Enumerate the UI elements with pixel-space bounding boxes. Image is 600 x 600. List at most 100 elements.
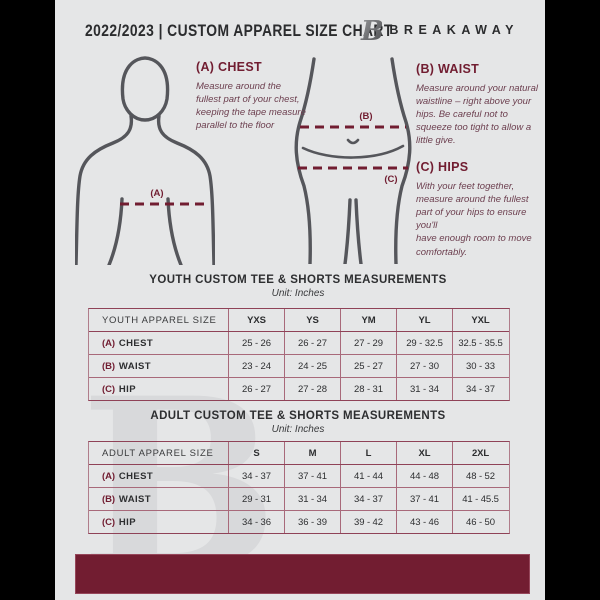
waist-instruction-title: (B) WAIST: [416, 62, 480, 76]
head-outline: [120, 56, 170, 122]
adult-chest-label: (A) CHEST: [89, 465, 228, 487]
adult-table-header-row: ADULT APPAREL SIZE S M L XL 2XL: [89, 442, 509, 465]
table-cell: 28 - 31: [340, 378, 396, 400]
table-cell: 26 - 27: [228, 378, 284, 400]
table-cell: 32.5 - 35.5: [452, 332, 508, 354]
table-cell: 37 - 41: [284, 465, 340, 487]
row-prefix: (B): [102, 360, 115, 372]
table-cell: 39 - 42: [340, 511, 396, 533]
row-label: CHEST: [118, 470, 154, 482]
table-cell: 26 - 27: [284, 332, 340, 354]
adult-header-m: M: [284, 442, 340, 464]
row-prefix: (C): [102, 516, 115, 528]
left-body-outline: [294, 57, 316, 264]
footer-bar: [75, 554, 530, 594]
youth-table-title: YOUTH CUSTOM TEE & SHORTS MEASUREMENTS: [149, 274, 447, 286]
adult-table-unit: Unit: Inches: [271, 424, 325, 435]
table-cell: 34 - 36: [228, 511, 284, 533]
table-cell: 29 - 31: [228, 488, 284, 510]
table-cell: 31 - 34: [396, 378, 452, 400]
youth-table-unit: Unit: Inches: [271, 288, 325, 299]
youth-header-yl: YL: [396, 309, 452, 331]
adult-header-label: ADULT APPAREL SIZE: [102, 447, 214, 459]
brand-logo: B BREAKAWAY: [352, 13, 519, 47]
adult-table-title: ADULT CUSTOM TEE & SHORTS MEASUREMENTS: [150, 410, 446, 422]
adult-header-s: S: [228, 442, 284, 464]
table-cell: 29 - 32.5: [396, 332, 452, 354]
chest-instruction-text: Measure around the fullest part of your …: [196, 81, 306, 132]
table-cell: 30 - 33: [452, 355, 508, 377]
table-cell: 27 - 29: [340, 332, 396, 354]
row-label: CHEST: [118, 337, 154, 349]
waist-marker-label: (B): [359, 111, 372, 122]
youth-waist-row: (B) WAIST 23 - 24 24 - 25 25 - 27 27 - 30…: [89, 355, 509, 378]
chest-marker-label: (A): [150, 188, 163, 199]
youth-hip-label: (C) HIP: [89, 378, 228, 400]
row-prefix: (B): [102, 493, 115, 505]
table-cell: 24 - 25: [284, 355, 340, 377]
adult-header-l: L: [340, 442, 396, 464]
adult-hip-label: (C) HIP: [89, 511, 228, 533]
table-cell: 34 - 37: [228, 465, 284, 487]
table-cell: 31 - 34: [284, 488, 340, 510]
left-torso-line: [107, 197, 124, 265]
youth-size-table: YOUTH APPAREL SIZE YXS YS YM YL YXL (A) C…: [88, 308, 510, 401]
adult-header-2xl: 2XL: [452, 442, 508, 464]
adult-hip-row: (C) HIP 34 - 36 36 - 39 39 - 42 43 - 46 4…: [89, 511, 509, 533]
chest-instruction: (A) CHEST Measure around the fullest par…: [196, 60, 306, 132]
left-arm-outline: [75, 114, 134, 265]
row-prefix: (C): [102, 383, 115, 395]
youth-header-yxl: YXL: [452, 309, 508, 331]
table-cell: 34 - 37: [340, 488, 396, 510]
right-body-outline: [390, 57, 412, 264]
row-label: HIP: [118, 516, 136, 528]
youth-table-header-row: YOUTH APPAREL SIZE YXS YS YM YL YXL: [89, 309, 509, 332]
adult-waist-row: (B) WAIST 29 - 31 31 - 34 34 - 37 37 - 41…: [89, 488, 509, 511]
youth-chest-row: (A) CHEST 25 - 26 26 - 27 27 - 29 29 - 32…: [89, 332, 509, 355]
chest-instruction-title: (A) CHEST: [196, 60, 262, 74]
table-cell: 34 - 37: [452, 378, 508, 400]
adult-waist-label: (B) WAIST: [89, 488, 228, 510]
youth-header-label: YOUTH APPAREL SIZE: [102, 314, 217, 326]
youth-chest-label: (A) CHEST: [89, 332, 228, 354]
right-inner-leg: [354, 198, 363, 264]
row-label: WAIST: [118, 493, 151, 505]
logo-letter: B: [360, 16, 382, 47]
right-torso-line: [166, 197, 183, 265]
waist-instruction-text: Measure around your natural waistline – …: [416, 83, 538, 147]
youth-header-yxs: YXS: [228, 309, 284, 331]
table-cell: 41 - 44: [340, 465, 396, 487]
youth-section-title: YOUTH CUSTOM TEE & SHORTS MEASUREMENTS U…: [88, 274, 508, 299]
table-cell: 25 - 26: [228, 332, 284, 354]
table-cell: 25 - 27: [340, 355, 396, 377]
table-cell: 37 - 41: [396, 488, 452, 510]
navel-mark: [346, 138, 360, 145]
torso-diagram: (A): [75, 56, 215, 265]
adult-chest-row: (A) CHEST 34 - 37 37 - 41 41 - 44 44 - 48…: [89, 465, 509, 488]
youth-header-ys: YS: [284, 309, 340, 331]
left-inner-leg: [343, 198, 352, 264]
adult-section-title: ADULT CUSTOM TEE & SHORTS MEASUREMENTS U…: [88, 410, 508, 435]
table-cell: 36 - 39: [284, 511, 340, 533]
right-arm-outline: [156, 114, 215, 265]
row-label: HIP: [118, 383, 136, 395]
brand-name: BREAKAWAY: [389, 23, 519, 37]
youth-hip-row: (C) HIP 26 - 27 27 - 28 28 - 31 31 - 34 3…: [89, 378, 509, 400]
table-cell: 48 - 52: [452, 465, 508, 487]
adult-size-table: ADULT APPAREL SIZE S M L XL 2XL (A) CHEST…: [88, 441, 510, 534]
hips-instruction-title: (C) HIPS: [416, 160, 469, 174]
table-cell: 46 - 50: [452, 511, 508, 533]
row-prefix: (A): [102, 337, 115, 349]
table-cell: 43 - 46: [396, 511, 452, 533]
row-prefix: (A): [102, 470, 115, 482]
page-title: 2022/2023 | CUSTOM APPAREL SIZE CHART: [85, 22, 393, 40]
hips-instruction: (C) HIPS With your feet together, measur…: [416, 160, 542, 259]
table-cell: 27 - 28: [284, 378, 340, 400]
youth-header-ym: YM: [340, 309, 396, 331]
table-cell: 27 - 30: [396, 355, 452, 377]
youth-waist-label: (B) WAIST: [89, 355, 228, 377]
waist-instruction: (B) WAIST Measure around your natural wa…: [416, 62, 540, 148]
adult-header-xl: XL: [396, 442, 452, 464]
row-label: WAIST: [118, 360, 151, 372]
document-page: B 2022/2023 | CUSTOM APPAREL SIZE CHART …: [55, 0, 545, 600]
